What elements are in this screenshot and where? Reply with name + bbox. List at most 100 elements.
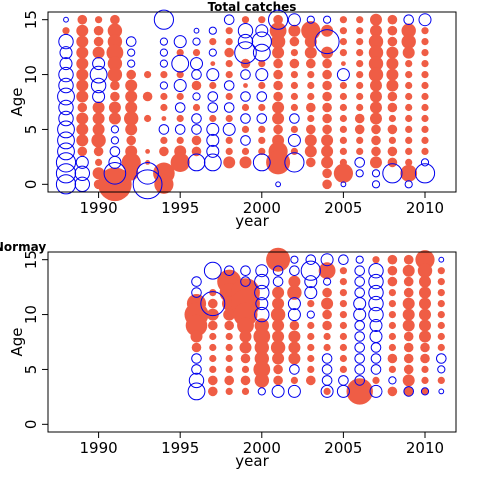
positive-residual-bubble bbox=[288, 352, 301, 365]
positive-residual-bubble bbox=[126, 69, 136, 80]
negative-residual-bubble bbox=[234, 41, 257, 64]
positive-residual-bubble bbox=[304, 145, 317, 158]
positive-residual-bubble bbox=[403, 342, 414, 353]
negative-residual-bubble bbox=[257, 387, 266, 396]
positive-residual-bubble bbox=[258, 125, 266, 133]
negative-residual-bubble bbox=[193, 27, 200, 34]
positive-residual-bubble bbox=[304, 35, 317, 48]
negative-residual-bubble bbox=[251, 31, 272, 52]
positive-residual-bubble bbox=[272, 46, 285, 59]
positive-residual-bubble bbox=[321, 46, 334, 59]
positive-residual-bubble bbox=[421, 125, 429, 133]
positive-residual-bubble bbox=[223, 308, 236, 321]
positive-residual-bubble bbox=[176, 92, 184, 101]
positive-residual-bubble bbox=[225, 92, 233, 101]
positive-residual-bubble bbox=[208, 298, 218, 309]
positive-residual-bubble bbox=[354, 113, 365, 124]
negative-residual-bubble bbox=[336, 68, 350, 82]
positive-residual-bubble bbox=[387, 157, 398, 168]
positive-residual-bubble bbox=[372, 376, 380, 384]
positive-residual-bubble bbox=[322, 309, 332, 320]
positive-residual-bubble bbox=[387, 146, 398, 157]
positive-residual-bubble bbox=[322, 102, 332, 113]
positive-residual-bubble bbox=[273, 69, 283, 80]
positive-residual-bubble bbox=[370, 101, 382, 114]
negative-residual-bubble bbox=[206, 133, 220, 147]
y-tick-label: 10 bbox=[22, 65, 40, 84]
negative-residual-bubble bbox=[404, 180, 413, 189]
positive-residual-bubble bbox=[419, 275, 431, 288]
x-tick-label: 2005 bbox=[324, 439, 362, 457]
negative-residual-bubble bbox=[370, 353, 382, 364]
positive-residual-bubble bbox=[225, 71, 233, 79]
negative-residual-bubble bbox=[59, 57, 73, 71]
plot-frame bbox=[47, 251, 457, 433]
positive-residual-bubble bbox=[107, 23, 123, 38]
negative-residual-bubble bbox=[255, 297, 269, 311]
positive-residual-bubble bbox=[339, 332, 347, 341]
positive-residual-bubble bbox=[415, 250, 435, 270]
positive-residual-bubble bbox=[401, 34, 416, 49]
positive-residual-bubble bbox=[125, 123, 138, 136]
positive-residual-bubble bbox=[258, 103, 266, 112]
positive-residual-bubble bbox=[307, 92, 315, 101]
positive-residual-bubble bbox=[225, 27, 233, 35]
positive-residual-bubble bbox=[386, 46, 399, 59]
positive-residual-bubble bbox=[307, 332, 315, 341]
positive-residual-bubble bbox=[191, 80, 202, 91]
negative-residual-bubble bbox=[368, 263, 384, 279]
x-tick-label: 2010 bbox=[406, 439, 444, 457]
negative-residual-bubble bbox=[268, 9, 289, 30]
negative-residual-bubble bbox=[58, 33, 74, 50]
positive-residual-bubble bbox=[419, 308, 431, 321]
positive-residual-bubble bbox=[269, 22, 287, 40]
positive-residual-bubble bbox=[339, 125, 347, 133]
positive-residual-bubble bbox=[306, 102, 316, 113]
positive-residual-bubble bbox=[421, 27, 429, 35]
y-tick-label: 0 bbox=[22, 420, 40, 430]
positive-residual-bubble bbox=[370, 156, 382, 169]
positive-residual-bubble bbox=[333, 163, 353, 183]
negative-residual-bubble bbox=[354, 320, 366, 331]
positive-residual-bubble bbox=[387, 386, 398, 397]
positive-residual-bubble bbox=[307, 300, 315, 308]
positive-residual-bubble bbox=[191, 146, 202, 157]
positive-residual-bubble bbox=[307, 354, 315, 363]
positive-residual-bubble bbox=[224, 320, 234, 331]
negative-residual-bubble bbox=[254, 273, 270, 290]
positive-residual-bubble bbox=[125, 79, 138, 92]
positive-residual-bubble bbox=[356, 27, 364, 35]
positive-residual-bubble bbox=[402, 297, 415, 310]
positive-residual-bubble bbox=[306, 58, 316, 69]
negative-residual-bubble bbox=[173, 35, 187, 49]
positive-residual-bubble bbox=[209, 343, 217, 352]
negative-residual-bubble bbox=[438, 256, 445, 263]
positive-residual-bubble bbox=[339, 92, 347, 101]
negative-residual-bubble bbox=[320, 384, 334, 398]
positive-residual-bubble bbox=[209, 114, 217, 123]
negative-residual-bubble bbox=[287, 384, 301, 398]
positive-residual-bubble bbox=[339, 147, 347, 155]
negative-residual-bubble bbox=[255, 68, 269, 82]
positive-residual-bubble bbox=[76, 35, 89, 48]
positive-residual-bubble bbox=[108, 101, 121, 114]
positive-residual-bubble bbox=[121, 152, 141, 172]
positive-residual-bubble bbox=[289, 320, 300, 331]
negative-residual-bubble bbox=[55, 152, 77, 173]
positive-residual-bubble bbox=[76, 123, 89, 136]
positive-residual-bubble bbox=[322, 113, 332, 124]
positive-residual-bubble bbox=[108, 112, 121, 125]
negative-residual-bubble bbox=[314, 29, 340, 55]
positive-residual-bubble bbox=[402, 46, 415, 59]
plot-frame bbox=[47, 11, 457, 193]
negative-residual-bubble bbox=[368, 295, 384, 312]
positive-residual-bubble bbox=[322, 80, 332, 91]
negative-residual-bubble bbox=[371, 180, 381, 189]
negative-residual-bubble bbox=[254, 306, 270, 323]
positive-residual-bubble bbox=[77, 14, 88, 25]
positive-residual-bubble bbox=[387, 254, 398, 265]
negative-residual-bubble bbox=[57, 87, 75, 106]
negative-residual-bubble bbox=[206, 68, 220, 82]
positive-residual-bubble bbox=[386, 79, 399, 92]
positive-residual-bubble bbox=[421, 136, 429, 144]
